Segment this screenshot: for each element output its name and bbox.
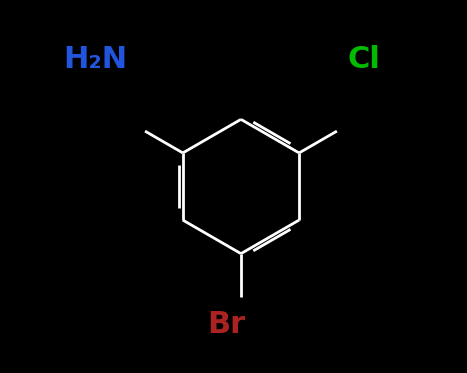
Text: Cl: Cl — [347, 45, 381, 74]
Text: H₂N: H₂N — [64, 45, 127, 74]
Text: Br: Br — [207, 310, 245, 339]
